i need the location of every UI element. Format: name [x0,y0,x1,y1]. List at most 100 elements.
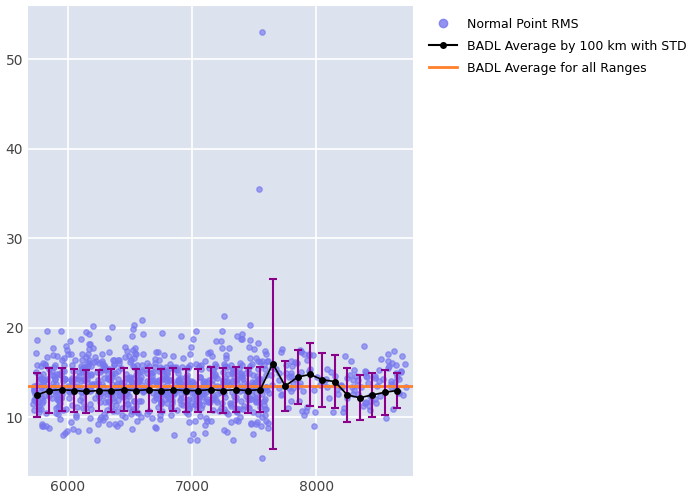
Point [119,343,130,351]
Point [141,359,152,367]
Point [270,365,281,373]
Point [276,344,288,352]
Point [137,388,148,396]
Point [145,369,156,377]
Point [347,390,358,398]
Point [200,396,211,404]
Point [136,316,147,324]
Point [88,380,99,388]
Point [123,352,134,360]
Point [118,385,130,393]
Point [208,406,219,414]
Point [190,400,202,408]
Point [219,362,230,370]
Point [184,382,195,390]
Point [66,361,78,369]
Point [104,376,116,384]
Point [290,358,301,366]
Point [120,396,131,404]
Point [241,386,252,394]
Point [185,361,196,369]
Point [31,368,42,376]
Point [155,384,167,392]
Point [49,376,60,384]
Point [247,430,258,438]
Point [183,364,194,372]
Point [56,368,67,376]
Point [34,375,45,383]
Point [393,388,404,396]
Point [331,385,342,393]
Point [34,398,45,406]
Point [76,368,88,376]
Point [214,388,225,396]
Point [304,366,316,374]
Point [257,390,268,398]
Point [103,334,114,342]
Point [221,363,232,371]
Point [180,408,191,416]
Point [131,350,142,358]
Point [308,386,319,394]
Point [211,382,223,390]
Point [202,396,213,404]
Point [53,370,64,378]
Point [151,387,162,395]
Point [225,400,237,408]
Point [315,382,326,390]
Point [76,336,87,344]
Point [175,374,186,382]
Point [39,384,50,392]
Point [157,374,168,382]
Point [29,395,41,403]
Point [217,378,228,386]
Point [257,413,268,421]
Point [237,374,248,382]
Point [35,372,46,380]
Point [371,382,382,390]
Point [43,392,55,400]
Point [146,372,157,380]
Point [156,388,167,396]
Point [253,365,264,373]
Point [386,376,397,384]
Point [150,363,161,371]
Point [297,387,308,395]
Point [85,388,96,396]
Point [90,357,101,365]
Point [73,427,84,435]
Point [251,354,262,362]
Point [66,388,78,396]
Point [111,386,122,394]
Point [285,372,296,380]
Point [176,384,187,392]
Point [397,390,408,398]
Point [176,380,188,388]
Point [66,376,77,384]
Point [139,386,150,394]
Point [185,401,196,409]
Point [163,376,174,384]
Point [386,380,397,388]
Point [152,404,163,411]
Point [151,390,162,398]
Point [206,395,218,403]
Point [174,396,186,404]
Point [338,404,349,412]
Point [257,356,268,364]
Point [262,357,273,365]
Point [136,367,148,375]
Point [231,406,242,413]
Point [370,372,381,380]
Point [150,424,162,432]
Point [52,396,63,404]
Point [123,374,134,382]
Point [80,366,91,374]
Point [135,398,146,406]
Point [226,376,237,384]
Point [27,400,38,407]
Point [121,400,132,408]
Point [218,382,229,390]
Point [188,380,199,388]
Point [84,340,95,348]
